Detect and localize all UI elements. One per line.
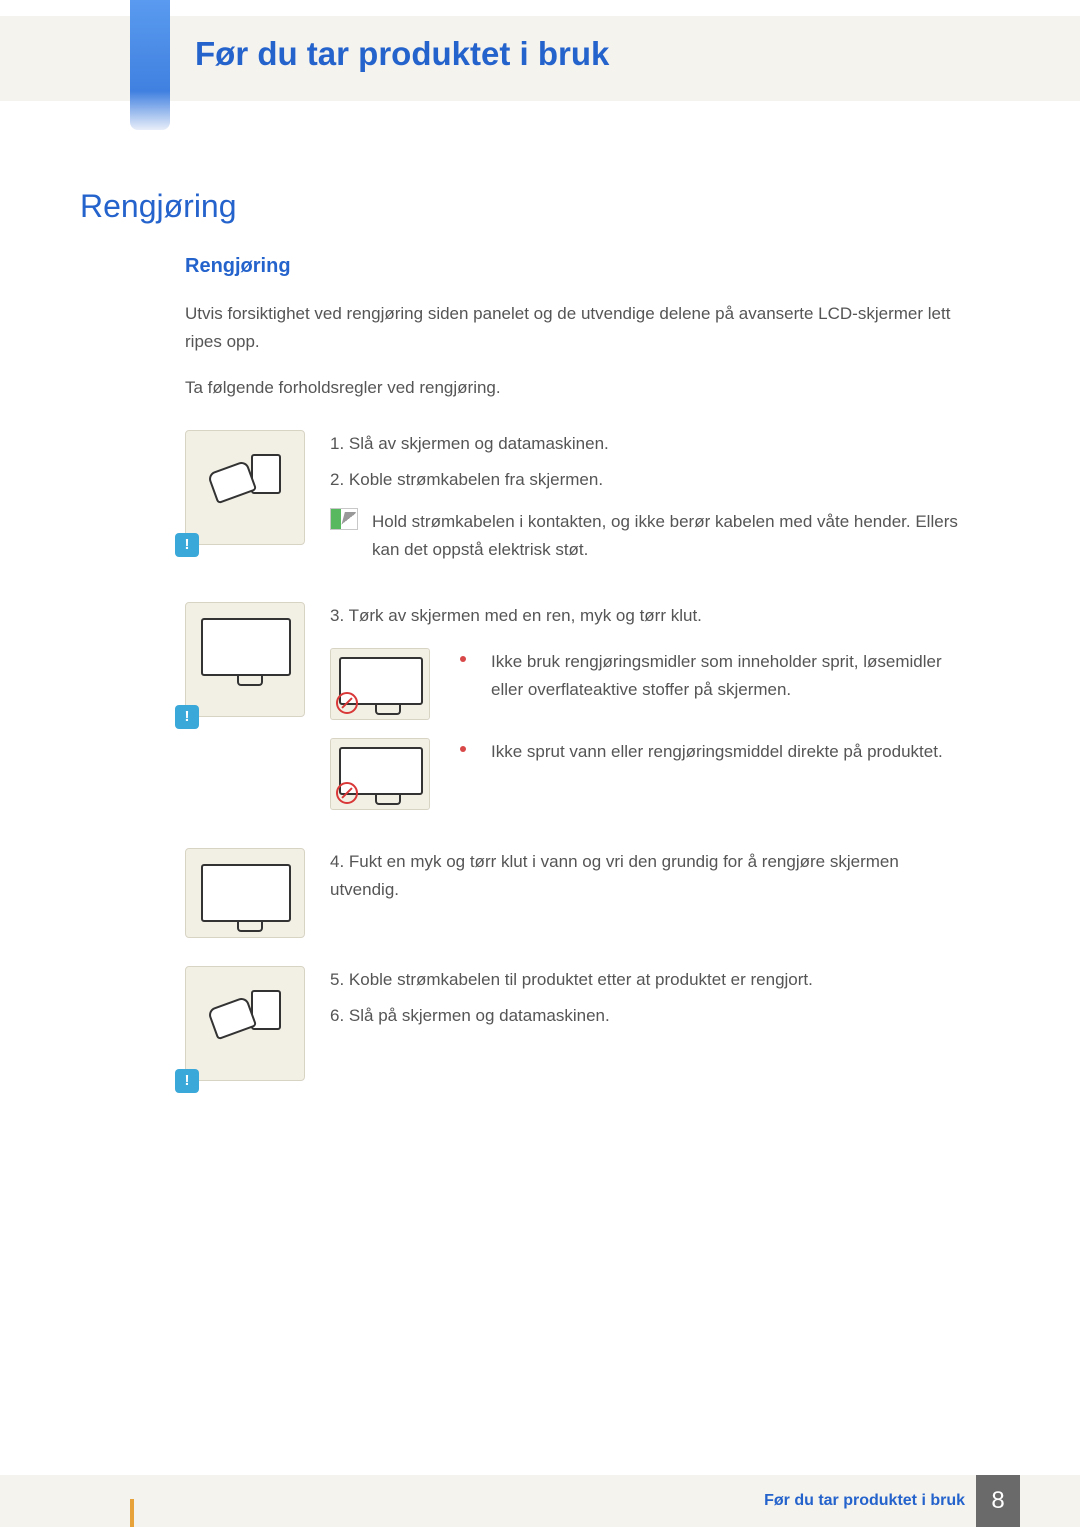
illustration-unplug: [185, 430, 305, 545]
illustration-plug-in: [185, 966, 305, 1081]
illustration-wipe-screen: [185, 602, 305, 717]
bullet-icon: [460, 656, 466, 662]
intro-paragraph-1: Utvis forsiktighet ved rengjøring siden …: [185, 300, 960, 356]
chapter-title: Før du tar produktet i bruk: [195, 35, 609, 73]
bullet-icon: [460, 746, 466, 752]
step-block-2: 3. Tørk av skjermen med en ren, myk og t…: [185, 602, 960, 820]
intro-paragraph-2: Ta følgende forholdsregler ved rengjørin…: [185, 374, 960, 402]
note-icon: [330, 508, 358, 530]
footer-accent-line: [130, 1499, 134, 1527]
header-tab-decoration: [130, 0, 170, 130]
step-4-text: 4. Fukt en myk og tørr klut i vann og vr…: [330, 848, 960, 904]
footer-bar: Før du tar produktet i bruk 8: [0, 1475, 1080, 1527]
caution-badge-icon: [175, 1069, 199, 1093]
main-heading: Rengjøring: [80, 188, 237, 225]
illustration-no-spray: [330, 738, 430, 810]
step-block-4: 5. Koble strømkabelen til produktet ette…: [185, 966, 960, 1081]
step-1-text: 1. Slå av skjermen og datamaskinen.: [330, 430, 960, 458]
warning-row-1: Ikke bruk rengjøringsmidler som innehold…: [330, 648, 960, 720]
step-block-1: 1. Slå av skjermen og datamaskinen. 2. K…: [185, 430, 960, 574]
caution-badge-icon: [175, 533, 199, 557]
note-block: Hold strømkabelen i kontakten, og ikke b…: [330, 508, 960, 564]
page-number: 8: [976, 1475, 1020, 1527]
sub-heading: Rengjøring: [185, 255, 291, 278]
note-text: Hold strømkabelen i kontakten, og ikke b…: [372, 508, 960, 564]
step-block-3: 4. Fukt en myk og tørr klut i vann og vr…: [185, 848, 960, 938]
footer-chapter-text: Før du tar produktet i bruk: [764, 1492, 965, 1510]
step-2-text: 2. Koble strømkabelen fra skjermen.: [330, 466, 960, 494]
caution-badge-icon: [175, 705, 199, 729]
bullet-2-text: Ikke sprut vann eller rengjøringsmiddel …: [491, 738, 943, 766]
step-6-text: 6. Slå på skjermen og datamaskinen.: [330, 1002, 960, 1030]
bullet-1-text: Ikke bruk rengjøringsmidler som innehold…: [491, 648, 960, 704]
illustration-damp-cloth: [185, 848, 305, 938]
step-5-text: 5. Koble strømkabelen til produktet ette…: [330, 966, 960, 994]
body-content: Utvis forsiktighet ved rengjøring siden …: [185, 300, 960, 1109]
illustration-no-chemicals: [330, 648, 430, 720]
step-3-text: 3. Tørk av skjermen med en ren, myk og t…: [330, 602, 960, 630]
warning-row-2: Ikke sprut vann eller rengjøringsmiddel …: [330, 738, 960, 810]
